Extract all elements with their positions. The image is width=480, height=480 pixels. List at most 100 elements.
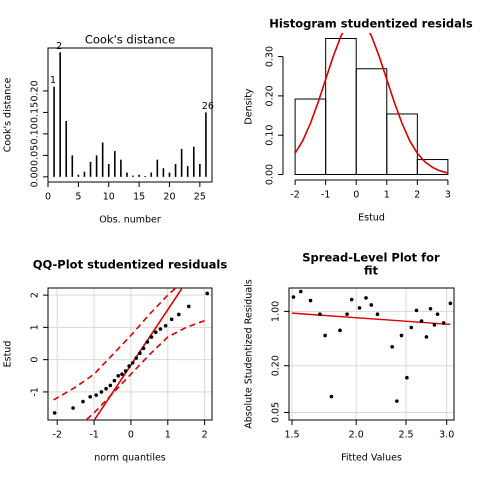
y-tick-label: 2 xyxy=(30,292,41,298)
point xyxy=(414,308,419,313)
point xyxy=(169,317,174,322)
x-tick-label: 0 xyxy=(128,430,134,441)
point xyxy=(318,312,322,317)
point xyxy=(177,312,181,317)
y-tick-label: 0 xyxy=(30,357,41,363)
point xyxy=(424,335,429,339)
point xyxy=(112,378,117,383)
chart-title: fit xyxy=(364,264,379,278)
point xyxy=(134,356,139,360)
y-axis-label: Density xyxy=(244,88,255,124)
point xyxy=(291,295,296,299)
point xyxy=(329,394,334,399)
point xyxy=(104,386,108,391)
point xyxy=(52,411,57,415)
point xyxy=(357,306,362,310)
x-tick-label: 25 xyxy=(194,192,206,203)
point xyxy=(120,372,124,376)
x-axis-label: Obs. number xyxy=(99,215,161,226)
point-label: 1 xyxy=(50,75,56,86)
point xyxy=(153,330,158,335)
point xyxy=(390,345,394,349)
y-axis-label: Cook's distance xyxy=(3,78,14,153)
point xyxy=(88,394,92,399)
x-tick-label: 15 xyxy=(133,192,145,203)
x-tick-label: 3 xyxy=(445,190,451,201)
plot-box xyxy=(47,287,213,421)
point xyxy=(441,321,446,325)
x-tick-label: 2 xyxy=(414,190,420,201)
point xyxy=(409,325,414,330)
point-label: 26 xyxy=(202,101,214,112)
y-tick-label: 0.10 xyxy=(30,123,41,144)
confidence-band xyxy=(53,288,176,401)
plot-box xyxy=(288,287,455,421)
point xyxy=(298,289,303,294)
point-label: 2 xyxy=(56,41,62,52)
plot-area xyxy=(52,288,210,420)
point xyxy=(428,306,433,311)
x-axis-label: Estud xyxy=(358,213,385,224)
point xyxy=(369,303,374,307)
x-tick-label: 1 xyxy=(384,190,390,201)
chart-title: Histogram studentized residals xyxy=(269,17,473,31)
point xyxy=(448,301,453,306)
x-tick-label: -2 xyxy=(52,430,61,441)
point xyxy=(138,351,142,355)
plot-area xyxy=(53,52,207,177)
point xyxy=(186,304,191,309)
density-curve xyxy=(294,33,449,174)
x-tick-label: 5 xyxy=(75,192,81,203)
point xyxy=(308,298,313,303)
point xyxy=(145,340,150,344)
y-tick-label: -1 xyxy=(30,387,41,396)
x-tick-label: 1 xyxy=(165,430,171,441)
panel: QQ-Plot studentized residuals norm quanti… xyxy=(3,258,228,464)
point xyxy=(116,373,121,378)
y-axis-label: Absolute Studentized Residuals xyxy=(244,279,255,429)
point xyxy=(419,319,424,323)
x-tick-label: -1 xyxy=(89,430,98,441)
point xyxy=(435,312,440,317)
point xyxy=(364,296,368,300)
y-tick-label: 0.15 xyxy=(30,102,41,123)
point xyxy=(130,361,135,365)
point xyxy=(141,346,146,351)
y-tick-label: 0.20 xyxy=(271,355,282,376)
x-tick-label: 3.0 xyxy=(439,430,454,441)
x-axis-label: norm quantiles xyxy=(94,453,166,464)
y-tick-label: 0.30 xyxy=(265,46,276,67)
y-tick-label: 0.05 xyxy=(30,145,41,166)
point xyxy=(81,399,85,404)
y-tick-label: 1 xyxy=(30,324,41,330)
y-tick-label: 0.20 xyxy=(265,85,276,106)
panel: Cook's distance Obs. number Cook's distanc… xyxy=(3,33,214,226)
plot-box xyxy=(47,47,213,183)
point xyxy=(127,364,131,368)
point xyxy=(349,297,354,302)
y-tick-label: 0.20 xyxy=(30,80,41,101)
plot-area xyxy=(294,33,449,175)
plot-area xyxy=(291,289,453,403)
panel: Histogram studentized residals Estud Densi… xyxy=(244,17,473,224)
point xyxy=(108,383,113,388)
x-tick-label: 1.5 xyxy=(284,430,299,441)
x-tick-label: 10 xyxy=(103,192,115,203)
point xyxy=(99,390,104,394)
chart-title: QQ-Plot studentized residuals xyxy=(33,258,228,272)
point xyxy=(395,399,399,403)
x-tick-label: 2 xyxy=(202,430,208,441)
point xyxy=(375,312,380,317)
point xyxy=(149,335,154,339)
point xyxy=(399,333,404,338)
point xyxy=(163,323,168,328)
point xyxy=(158,327,163,331)
y-tick-label: 0.00 xyxy=(265,164,276,185)
x-tick-label: 0 xyxy=(45,192,51,203)
chart-title: Spread-Level Plot for xyxy=(302,251,440,265)
chart-title: Cook's distance xyxy=(85,33,175,47)
x-axis-label: Fitted Values xyxy=(341,453,402,464)
